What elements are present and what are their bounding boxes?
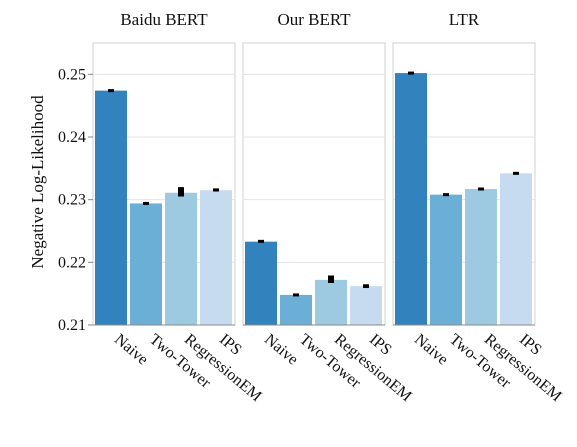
bar-ips (200, 190, 232, 325)
error-bar (258, 239, 264, 243)
bar-two-tower (430, 194, 462, 325)
error-bar (328, 275, 334, 284)
error-bar (108, 89, 114, 93)
y-tick-label: 0.23 (58, 192, 86, 209)
y-tick-label: 0.24 (58, 129, 86, 146)
error-bar (213, 188, 219, 192)
y-axis-label: Negative Log-Likelihood (28, 95, 47, 269)
bar-ips (500, 173, 532, 325)
y-tick-label: 0.22 (58, 254, 86, 271)
bar-ips (350, 286, 382, 325)
bar-naive (395, 73, 427, 325)
error-bar (178, 187, 184, 197)
error-bar (513, 171, 519, 175)
bar-naive (245, 241, 277, 325)
bar-naive (95, 90, 127, 325)
bar-regressionem (465, 189, 497, 325)
y-axis: 0.21 0.22 0.23 0.24 0.25 (58, 66, 93, 334)
y-tick-label: 0.25 (58, 66, 86, 83)
error-bar (293, 293, 299, 297)
bar-regressionem (315, 279, 347, 325)
panel-title: LTR (449, 10, 480, 29)
panel-title: Baidu BERT (120, 10, 208, 29)
category-label: Naive (261, 331, 301, 369)
category-label: Naive (411, 331, 451, 369)
error-bar (408, 71, 414, 75)
bar-two-tower (130, 203, 162, 325)
error-bar (478, 187, 484, 191)
panel-title: Our BERT (277, 10, 351, 29)
bar-regressionem (165, 192, 197, 325)
chart-panels: Baidu BERTNaiveTwo-TowerRegressionEMIPSO… (92, 10, 565, 405)
y-tick-label: 0.21 (58, 317, 86, 334)
bar-two-tower (280, 294, 312, 325)
category-label: Naive (111, 331, 151, 369)
error-bar (143, 201, 149, 205)
error-bar (443, 193, 449, 197)
error-bar (363, 284, 369, 289)
